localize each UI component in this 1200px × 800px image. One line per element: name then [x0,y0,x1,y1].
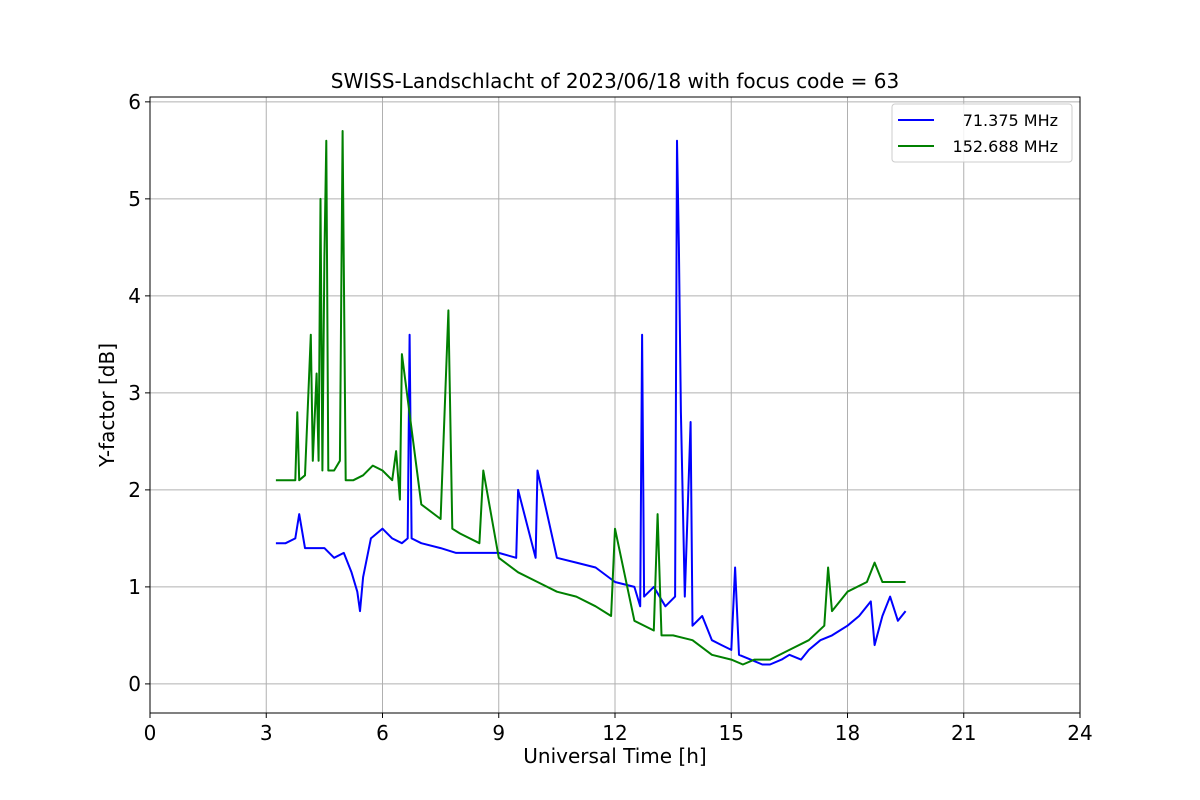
series-line-2 [275,130,906,666]
legend-label: 71.375 MHz [963,111,1058,130]
x-tick-label: 0 [144,721,157,745]
x-tick-label: 21 [951,721,976,745]
chart-title: SWISS-Landschlacht of 2023/06/18 with fo… [331,69,899,93]
x-tick-label: 24 [1067,721,1092,745]
x-tick-label: 18 [835,721,860,745]
y-tick-label: 6 [128,90,141,114]
y-tick-label: 2 [128,478,141,502]
y-tick-label: 3 [128,381,141,405]
y-tick-label: 1 [128,575,141,599]
series-lines [275,130,907,666]
x-tick-label: 6 [376,721,389,745]
x-axis-label: Universal Time [h] [523,744,706,768]
series-line-1 [275,139,907,666]
x-tick-label: 12 [602,721,627,745]
y-axis-label: Y-factor [dB] [95,343,119,468]
legend-box [891,103,1073,163]
legend-label: 152.688 MHz [953,137,1058,156]
y-tick-label: 4 [128,284,141,308]
y-tick-label: 5 [128,187,141,211]
y-tick-label: 0 [128,672,141,696]
x-tick-label: 3 [260,721,273,745]
legend: 71.375 MHz 152.688 MHz [891,103,1073,163]
x-tick-label: 15 [719,721,744,745]
x-tick-label: 9 [492,721,505,745]
